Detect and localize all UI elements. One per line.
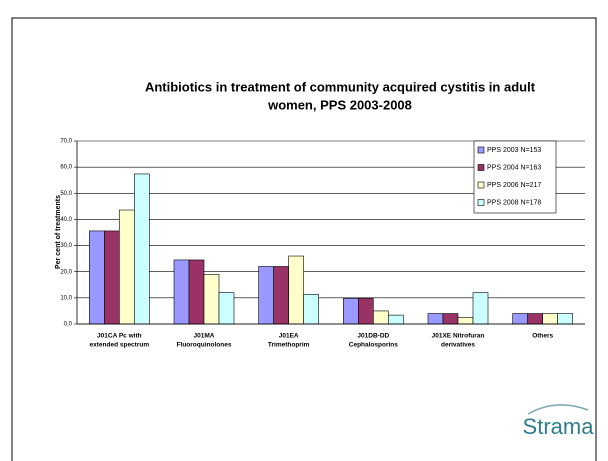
bar xyxy=(203,274,220,325)
bar xyxy=(119,209,135,325)
x-tick-label: J01CA Pc with xyxy=(97,333,142,340)
y-tick-label: 70,0 xyxy=(60,139,72,145)
legend-swatch xyxy=(477,181,485,189)
bar xyxy=(557,313,573,325)
bar xyxy=(218,292,235,325)
bar xyxy=(373,310,389,325)
bar xyxy=(512,313,528,325)
legend-swatch xyxy=(477,146,485,154)
bar xyxy=(358,298,374,325)
logo-arc xyxy=(527,404,589,415)
bar xyxy=(89,230,105,325)
bar xyxy=(427,313,444,325)
x-tick-label: derivatives xyxy=(441,342,475,349)
bar xyxy=(173,259,190,325)
bar xyxy=(527,313,543,325)
bar xyxy=(472,292,489,325)
y-tick-label: 0,0 xyxy=(64,322,73,328)
legend-label: PPS 2003 N=153 xyxy=(487,147,541,154)
bar xyxy=(188,259,205,325)
y-tick-label: 40,0 xyxy=(60,217,72,223)
bar xyxy=(303,294,319,325)
bar xyxy=(104,230,120,325)
bar xyxy=(542,313,558,325)
x-tick-label: J01MA xyxy=(194,333,215,340)
bar xyxy=(442,313,459,325)
legend-swatch xyxy=(477,164,485,171)
y-axis-label: Per cent of treatments xyxy=(55,195,62,269)
x-tick-label: Others xyxy=(532,333,553,340)
x-tick-label: J01EA xyxy=(279,333,299,340)
bar xyxy=(258,266,274,325)
bar xyxy=(288,255,304,325)
x-tick-label: J01DB-DD xyxy=(357,333,389,340)
legend-label: PPS 2006 N=217 xyxy=(487,182,541,189)
legend-label: PPS 2008 N=178 xyxy=(487,199,541,206)
y-tick-label: 60,0 xyxy=(60,165,72,171)
legend-box xyxy=(473,140,557,214)
y-tick-label: 20,0 xyxy=(60,269,72,275)
bar xyxy=(457,317,474,325)
x-tick-label: Cephalosporins xyxy=(349,342,399,349)
bar xyxy=(273,266,289,325)
y-tick-label: 30,0 xyxy=(60,243,72,249)
bar xyxy=(134,173,150,325)
chart-title: women, PPS 2003-2008 xyxy=(267,97,412,112)
x-tick-label: Trimethoprim xyxy=(268,342,310,349)
x-tick-label: J01XE Nitrofuran xyxy=(432,333,485,340)
legend-swatch xyxy=(477,199,485,206)
x-tick-label: Fluoroquinolones xyxy=(177,342,232,349)
y-tick-label: 10,0 xyxy=(60,295,72,301)
legend-label: PPS 2004 N=163 xyxy=(487,164,541,171)
logo: Strama xyxy=(523,414,595,439)
x-tick-label: extended spectrum xyxy=(90,342,150,349)
bar xyxy=(388,314,404,325)
bar xyxy=(343,298,359,325)
chart-title: Antibiotics in treatment of community ac… xyxy=(145,79,536,94)
y-tick-label: 50,0 xyxy=(60,191,72,197)
